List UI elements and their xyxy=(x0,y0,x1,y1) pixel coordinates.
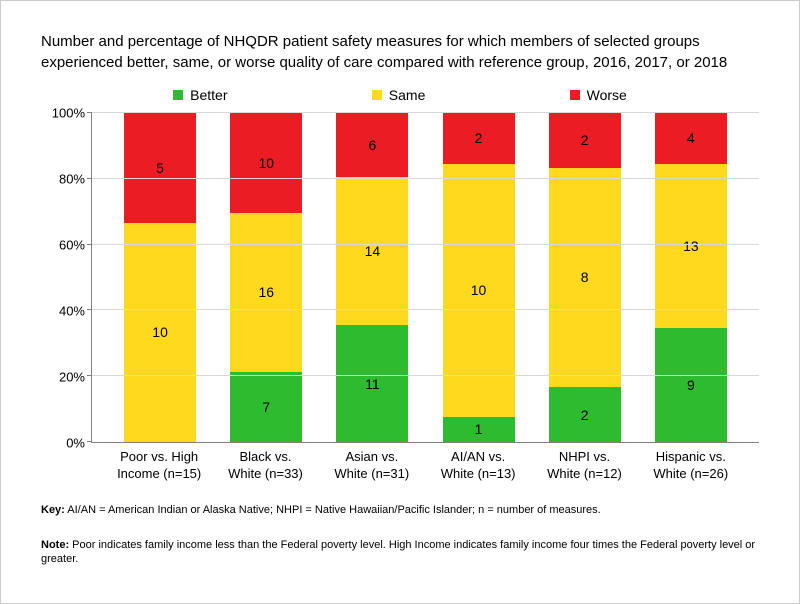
x-label: Black vs.White (n=33) xyxy=(220,449,310,483)
bar: 10167 xyxy=(230,113,302,442)
bar-segment-better: 2 xyxy=(549,387,621,442)
bar-segment-same: 8 xyxy=(549,168,621,387)
legend-item: Same xyxy=(372,87,426,103)
bar: 4139 xyxy=(655,113,727,442)
y-axis: 0%20%40%60%80%100% xyxy=(41,113,91,443)
bar-segment-worse: 4 xyxy=(655,113,727,164)
bar: 282 xyxy=(549,113,621,442)
bar: 2101 xyxy=(443,113,515,442)
grid-line xyxy=(92,112,759,113)
bars-container: 510101676141121012824139 xyxy=(92,113,759,442)
x-axis-labels: Poor vs. HighIncome (n=15) Black vs.White… xyxy=(91,449,759,483)
grid-line xyxy=(92,309,759,310)
grid-line xyxy=(92,178,759,179)
y-tick-label: 60% xyxy=(59,238,85,253)
legend-label: Same xyxy=(389,87,426,103)
bar-segment-worse: 10 xyxy=(230,113,302,213)
legend-item: Worse xyxy=(570,87,627,103)
x-label: AI/AN vs.White (n=13) xyxy=(433,449,523,483)
x-label: Asian vs.White (n=31) xyxy=(327,449,417,483)
note-body: Poor indicates family income less than t… xyxy=(41,539,755,566)
chart-area: 0%20%40%60%80%100% 510101676141121012824… xyxy=(41,113,759,443)
bar: 510 xyxy=(124,113,196,442)
legend-swatch xyxy=(372,90,382,100)
x-label: Hispanic vs.White (n=26) xyxy=(646,449,736,483)
y-tick-label: 20% xyxy=(59,370,85,385)
y-tick-label: 100% xyxy=(52,106,85,121)
bar-segment-worse: 6 xyxy=(336,113,408,177)
chart-frame: Number and percentage of NHQDR patient s… xyxy=(0,0,800,604)
key-body: AI/AN = American Indian or Alaska Native… xyxy=(65,504,601,516)
bar-segment-worse: 2 xyxy=(549,113,621,168)
bar-segment-same: 16 xyxy=(230,213,302,373)
bar-segment-worse: 2 xyxy=(443,113,515,164)
bar: 61411 xyxy=(336,113,408,442)
legend-label: Worse xyxy=(587,87,627,103)
grid-line xyxy=(92,375,759,376)
bar-segment-better: 1 xyxy=(443,417,515,442)
bar-segment-same: 10 xyxy=(443,164,515,417)
y-tick-label: 0% xyxy=(66,436,85,451)
bar-segment-better: 9 xyxy=(655,328,727,442)
legend-label: Better xyxy=(190,87,227,103)
y-tick-label: 80% xyxy=(59,172,85,187)
x-label: NHPI vs.White (n=12) xyxy=(539,449,629,483)
bar-segment-worse: 5 xyxy=(124,113,196,223)
legend-item: Better xyxy=(173,87,227,103)
bar-segment-same: 13 xyxy=(655,164,727,329)
bar-segment-better: 11 xyxy=(336,325,408,442)
grid-line xyxy=(92,244,759,245)
key-label: Key: xyxy=(41,504,65,516)
chart-title: Number and percentage of NHQDR patient s… xyxy=(41,31,759,73)
plot-area: 510101676141121012824139 xyxy=(91,113,759,443)
x-label: Poor vs. HighIncome (n=15) xyxy=(114,449,204,483)
bar-segment-same: 10 xyxy=(124,223,196,442)
note-text: Note: Poor indicates family income less … xyxy=(41,538,759,568)
chart-legend: Better Same Worse xyxy=(41,87,759,103)
bar-segment-better: 7 xyxy=(230,372,302,442)
key-text: Key: AI/AN = American Indian or Alaska N… xyxy=(41,503,759,518)
note-label: Note: xyxy=(41,539,69,551)
legend-swatch xyxy=(570,90,580,100)
y-tick-label: 40% xyxy=(59,304,85,319)
y-tick-mark xyxy=(87,441,92,442)
bar-segment-same: 14 xyxy=(336,177,408,326)
legend-swatch xyxy=(173,90,183,100)
